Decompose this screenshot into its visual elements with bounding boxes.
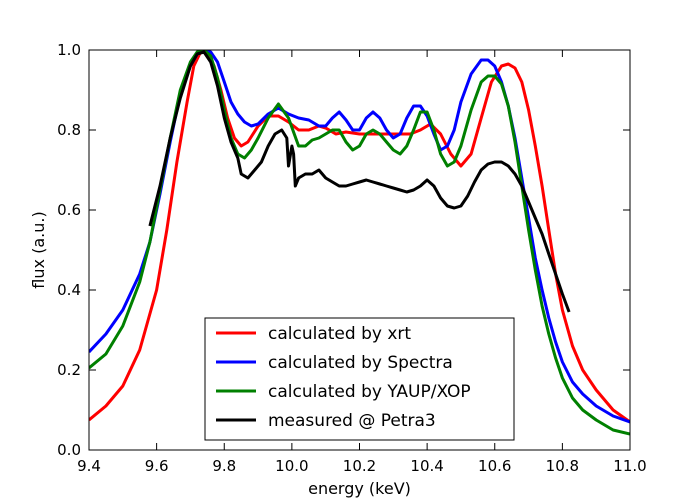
legend-label-1: calculated by Spectra	[268, 353, 453, 373]
y-tick-label: 0.8	[57, 121, 81, 139]
y-tick-label: 0.0	[57, 441, 81, 459]
y-tick-label: 0.4	[57, 281, 81, 299]
series-layer	[89, 50, 630, 436]
x-tick-label: 10.2	[343, 457, 376, 475]
x-tick-label: 11.0	[613, 457, 646, 475]
y-tick-label: 1.0	[57, 41, 81, 59]
x-tick-label: 9.8	[212, 457, 236, 475]
x-tick-label: 10.4	[410, 457, 443, 475]
x-tick-label: 10.6	[478, 457, 511, 475]
y-tick-label: 0.2	[57, 361, 81, 379]
series-line-3	[148, 50, 571, 313]
series-line-2	[89, 50, 630, 436]
x-axis-label: energy (keV)	[308, 479, 411, 498]
legend-label-0: calculated by xrt	[268, 324, 411, 344]
ticks-layer: 9.4 9.6 9.8 10.0 10.2 10.4 10.6 10.8 11.0 0.0 0.2 0…	[57, 41, 647, 475]
x-tick-label: 10.8	[546, 457, 579, 475]
x-tick-label: 9.6	[145, 457, 169, 475]
legend-label-3: measured @ Petra3	[268, 411, 436, 431]
legend: calculated by xrt calculated by Spectra ca…	[204, 317, 515, 441]
x-tick-label: 9.4	[77, 457, 101, 475]
legend-label-2: calculated by YAUP/XOP	[268, 382, 471, 402]
y-axis-label: flux (a.u.)	[29, 211, 48, 288]
legend-frame	[204, 317, 515, 441]
x-tick-label: 10.0	[275, 457, 308, 475]
y-tick-label: 0.6	[57, 201, 81, 219]
